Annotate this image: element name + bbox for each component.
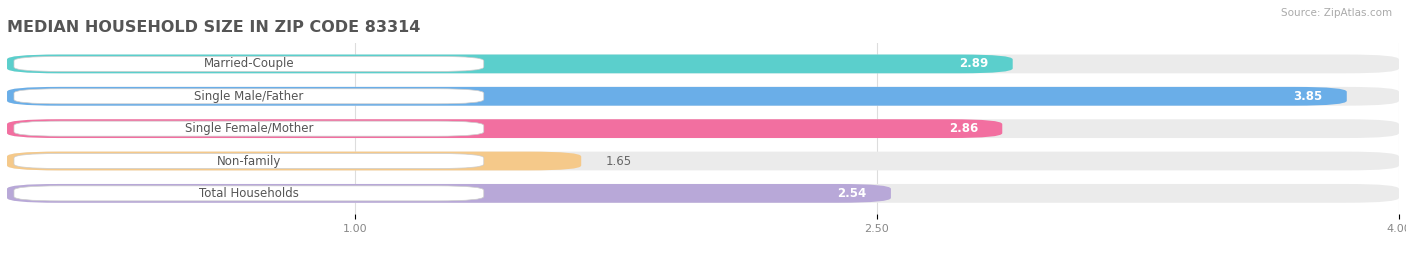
Text: 3.85: 3.85 (1294, 90, 1323, 103)
Text: Married-Couple: Married-Couple (204, 57, 294, 70)
FancyBboxPatch shape (14, 89, 484, 104)
FancyBboxPatch shape (7, 87, 1347, 106)
Text: 2.86: 2.86 (949, 122, 979, 135)
FancyBboxPatch shape (14, 154, 484, 169)
FancyBboxPatch shape (7, 54, 1399, 73)
FancyBboxPatch shape (7, 152, 581, 170)
FancyBboxPatch shape (14, 56, 484, 72)
FancyBboxPatch shape (7, 54, 1012, 73)
Text: Total Households: Total Households (198, 187, 299, 200)
FancyBboxPatch shape (7, 184, 1399, 203)
FancyBboxPatch shape (7, 152, 1399, 170)
Text: Single Female/Mother: Single Female/Mother (184, 122, 314, 135)
FancyBboxPatch shape (7, 119, 1002, 138)
Text: Non-family: Non-family (217, 155, 281, 168)
FancyBboxPatch shape (7, 87, 1399, 106)
Text: MEDIAN HOUSEHOLD SIZE IN ZIP CODE 83314: MEDIAN HOUSEHOLD SIZE IN ZIP CODE 83314 (7, 20, 420, 35)
FancyBboxPatch shape (7, 184, 891, 203)
Text: 1.65: 1.65 (606, 155, 631, 168)
FancyBboxPatch shape (7, 119, 1399, 138)
Text: Single Male/Father: Single Male/Father (194, 90, 304, 103)
FancyBboxPatch shape (14, 121, 484, 136)
Text: 2.54: 2.54 (838, 187, 866, 200)
Text: 2.89: 2.89 (959, 57, 988, 70)
Text: Source: ZipAtlas.com: Source: ZipAtlas.com (1281, 8, 1392, 18)
FancyBboxPatch shape (14, 186, 484, 201)
